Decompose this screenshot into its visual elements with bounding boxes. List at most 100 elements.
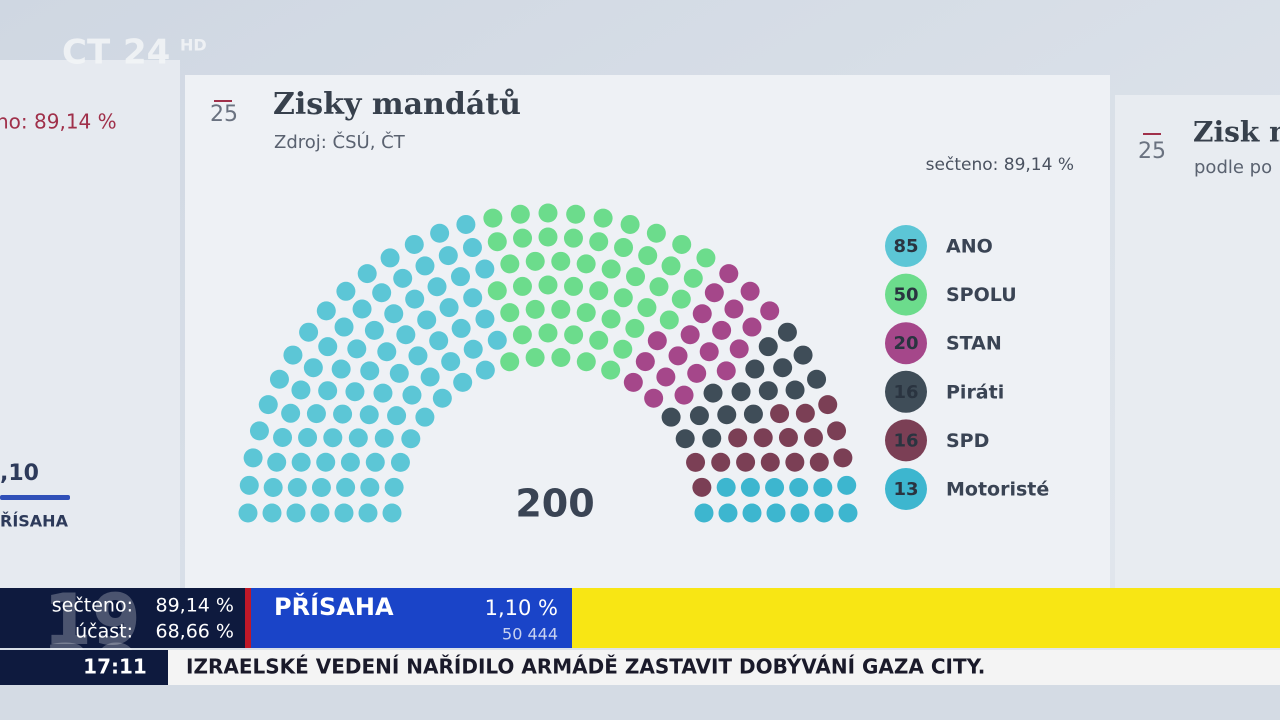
seat — [500, 352, 520, 372]
seat — [742, 317, 762, 337]
legend-label: STAN — [946, 333, 1002, 355]
turnout-value: 68,66 % — [156, 621, 235, 643]
seat — [487, 330, 507, 350]
seat — [736, 452, 756, 472]
seat — [712, 320, 732, 340]
seat — [740, 281, 760, 301]
party-seats — [238, 214, 507, 523]
seat — [340, 452, 360, 472]
seat — [408, 346, 428, 366]
seat — [644, 388, 664, 408]
party-seats — [694, 475, 858, 523]
seat — [374, 428, 394, 448]
legend-value: 20 — [893, 333, 918, 354]
seat — [833, 448, 853, 468]
seat — [589, 330, 609, 350]
seat — [785, 380, 805, 400]
seat — [331, 359, 351, 379]
seat — [439, 298, 459, 318]
seat — [512, 325, 532, 345]
seat — [807, 369, 827, 389]
seat — [789, 478, 809, 498]
seat — [269, 369, 289, 389]
seat — [837, 475, 857, 495]
seat — [405, 289, 425, 309]
seat — [743, 404, 763, 424]
right-panel — [1115, 95, 1280, 595]
counted-value: 89,14 % — [156, 595, 235, 617]
seat — [646, 223, 666, 243]
seat — [827, 421, 847, 441]
seat — [389, 363, 409, 383]
seat — [814, 503, 834, 523]
chart-subtitle: Zdroj: ČSÚ, ČT — [274, 131, 406, 153]
seat — [564, 276, 584, 296]
votes: 50 444 — [502, 625, 558, 644]
seat — [318, 381, 338, 401]
seat — [318, 337, 338, 357]
seat — [692, 304, 712, 324]
seat — [512, 276, 532, 296]
seat — [683, 268, 703, 288]
seat — [286, 503, 306, 523]
seat — [451, 318, 471, 338]
seat — [415, 256, 435, 276]
seat — [298, 428, 318, 448]
seat — [239, 475, 259, 495]
seat — [372, 283, 392, 303]
seat — [243, 448, 263, 468]
seat — [311, 477, 331, 497]
left-panel — [0, 60, 180, 595]
seat — [576, 303, 596, 323]
seat — [718, 503, 738, 523]
seat — [680, 325, 700, 345]
seat — [753, 428, 773, 448]
ticker — [168, 650, 1280, 685]
seat — [538, 227, 558, 247]
chart-title: Zisky mandátů — [273, 87, 521, 122]
accent — [245, 588, 251, 648]
seat — [525, 251, 545, 271]
seat — [778, 428, 798, 448]
seat — [716, 477, 736, 497]
seat — [336, 477, 356, 497]
seat — [281, 403, 301, 423]
seat — [365, 452, 385, 472]
seat — [601, 309, 621, 329]
seat — [563, 228, 583, 248]
seat — [711, 452, 731, 472]
legend: 85 ANO 50 SPOLU 20 STAN 16 Piráti 16 SPD 13 Motoris… — [885, 225, 1049, 510]
seat — [694, 503, 714, 523]
legend-label: Piráti — [946, 381, 1004, 403]
seat — [387, 406, 407, 426]
seat — [647, 331, 667, 351]
seat — [487, 232, 507, 252]
legend-swatch — [885, 419, 927, 462]
legend-swatch — [885, 225, 927, 267]
seat — [637, 298, 657, 318]
seat — [719, 264, 739, 284]
seat — [487, 281, 507, 301]
seat — [728, 428, 748, 448]
seat — [716, 361, 736, 381]
footer — [0, 685, 1280, 720]
seat — [838, 503, 858, 523]
seat — [803, 427, 823, 447]
badge: 25 — [210, 102, 238, 127]
seat — [283, 345, 303, 365]
logo-channel: CT — [62, 33, 111, 73]
seat — [704, 283, 724, 303]
seat — [635, 352, 655, 372]
party: PŘÍSAHA — [274, 592, 394, 621]
legend-label: Motoristé — [946, 479, 1049, 501]
seat — [702, 428, 722, 448]
seat — [475, 360, 495, 380]
left-counted: no: 89,14 % — [0, 110, 117, 134]
seat — [323, 428, 343, 448]
party-seats — [623, 264, 780, 408]
legend-label: ANO — [946, 236, 993, 258]
seat — [731, 382, 751, 402]
seat — [724, 299, 744, 319]
seat — [450, 267, 470, 287]
